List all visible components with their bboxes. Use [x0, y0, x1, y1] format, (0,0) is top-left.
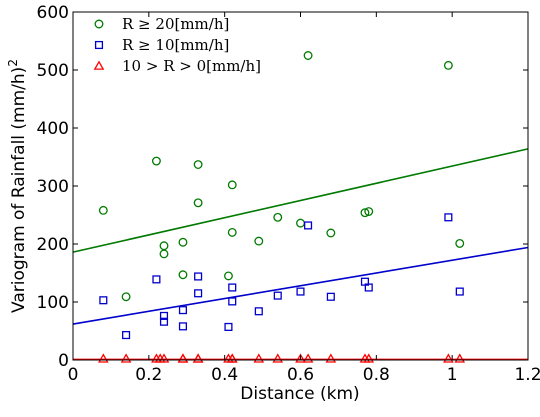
- data-point-series-2: [178, 322, 188, 331]
- legend-label-2: R ≥ 10[mm/h]: [122, 36, 229, 54]
- y-tick-label: 100: [37, 293, 69, 313]
- legend-item-3: 10 > R > 0[mm/h]: [93, 57, 261, 75]
- plot-area: [73, 12, 528, 360]
- legend-label-1: R ≥ 20[mm/h]: [122, 15, 229, 33]
- data-point-series-2: [296, 287, 305, 296]
- data-point-series-2: [159, 311, 169, 320]
- data-point-series-1: [159, 249, 169, 259]
- data-point-series-2: [194, 289, 203, 298]
- data-point-series-2: [178, 306, 188, 315]
- data-point-series-2: [224, 322, 233, 331]
- y-tick-label: 0: [58, 351, 69, 371]
- y-tick-label: 600: [37, 3, 69, 23]
- y-tick-label: 500: [37, 61, 69, 81]
- legend-item-1: R ≥ 20[mm/h]: [94, 15, 229, 33]
- data-point-series-1: [360, 208, 370, 218]
- data-point-series-1: [151, 156, 161, 166]
- data-point-series-2: [444, 213, 453, 222]
- legend-marker-1: [94, 19, 104, 29]
- legend-label-3: 10 > R > 0[mm/h]: [122, 57, 261, 75]
- data-point-series-1: [326, 228, 336, 238]
- y-axis-title-superscript: 2: [6, 59, 20, 67]
- data-point-series-1: [98, 205, 108, 215]
- data-point-series-2: [194, 272, 203, 281]
- data-point-series-1: [254, 236, 264, 246]
- data-point-series-1: [443, 60, 453, 70]
- data-point-series-3: [192, 353, 204, 363]
- data-point-series-3: [302, 353, 314, 363]
- data-point-series-3: [454, 353, 466, 363]
- data-point-series-1: [273, 212, 283, 222]
- x-tick-label: 0.2: [135, 365, 162, 385]
- y-tick-label: 300: [37, 177, 69, 197]
- data-point-series-3: [253, 353, 265, 363]
- data-point-series-3: [158, 353, 170, 363]
- data-point-series-3: [98, 353, 109, 363]
- x-axis-title: Distance (km): [240, 384, 359, 404]
- data-point-series-2: [326, 292, 335, 301]
- data-point-series-1: [193, 160, 203, 169]
- legend: R ≥ 20[mm/h] R ≥ 10[mm/h] 10 > R > 0[mm/h]: [93, 15, 261, 75]
- x-tick-label: 0: [68, 365, 79, 385]
- data-point-series-2: [159, 317, 169, 326]
- y-axis-title-main: Variogram of Rainfall (mm/h): [9, 67, 29, 313]
- data-point-series-3: [443, 353, 454, 363]
- fit-line-series-2: [72, 246, 529, 325]
- data-point-series-2: [228, 297, 237, 306]
- data-point-series-2: [122, 331, 131, 340]
- data-point-series-2: [99, 296, 108, 305]
- x-tick-label: 1.2: [514, 365, 540, 385]
- data-point-series-3: [325, 353, 337, 363]
- data-point-series-1: [364, 207, 374, 216]
- data-point-series-3: [363, 353, 375, 363]
- data-point-series-2: [254, 307, 263, 316]
- data-point-series-2: [273, 291, 282, 300]
- legend-marker-2: [94, 40, 104, 50]
- data-point-series-2: [304, 221, 313, 230]
- data-point-series-1: [303, 51, 313, 60]
- data-point-series-2: [228, 283, 237, 292]
- data-point-series-1: [455, 238, 465, 248]
- data-point-series-3: [272, 353, 284, 363]
- data-point-series-3: [295, 353, 306, 363]
- data-point-series-2: [152, 275, 161, 284]
- data-point-series-1: [178, 237, 188, 247]
- data-point-series-1: [227, 227, 237, 237]
- legend-item-2: R ≥ 10[mm/h]: [94, 36, 229, 54]
- fit-line-series-1: [72, 148, 529, 253]
- data-point-series-1: [224, 271, 233, 281]
- data-points: [98, 51, 466, 363]
- x-axis: 0 0.2 0.4 0.6 0.8 1 1.2: [68, 12, 540, 385]
- data-point-series-2: [455, 287, 464, 296]
- data-point-series-1: [227, 180, 237, 190]
- y-tick-label: 400: [37, 119, 69, 139]
- data-point-series-1: [178, 270, 188, 280]
- x-tick-label: 0.8: [363, 365, 390, 385]
- data-point-series-1: [121, 292, 131, 302]
- legend-marker-3: [93, 60, 105, 70]
- y-axis: 0 100 200 300 400 500 600: [37, 3, 528, 371]
- data-point-series-1: [193, 198, 203, 208]
- data-point-series-3: [120, 353, 132, 363]
- x-tick-label: 0.6: [287, 365, 314, 385]
- x-tick-label: 1: [447, 365, 458, 385]
- data-point-series-2: [364, 283, 373, 292]
- x-tick-label: 0.4: [211, 365, 238, 385]
- data-point-series-3: [177, 353, 189, 363]
- y-axis-title: Variogram of Rainfall (mm/h)2: [6, 59, 29, 313]
- data-point-series-3: [226, 353, 238, 363]
- y-tick-label: 200: [37, 235, 69, 255]
